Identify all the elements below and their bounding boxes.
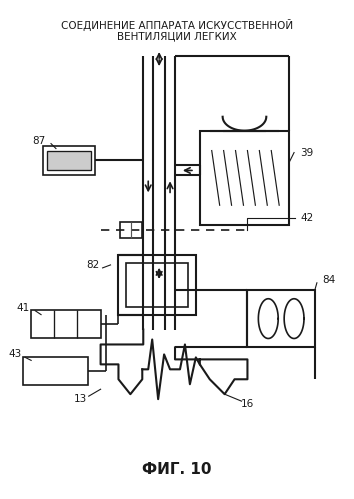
Text: 39: 39 (300, 148, 314, 158)
Text: 43: 43 (8, 349, 22, 359)
Text: 82: 82 (86, 260, 99, 270)
Bar (200, 131, 289, 225)
Bar (43, 146, 95, 176)
Bar (120, 222, 142, 238)
Bar (119, 255, 196, 315)
Bar (23, 357, 88, 385)
Bar (47, 151, 91, 171)
Text: 41: 41 (17, 303, 30, 313)
Bar (31, 310, 101, 337)
Text: 87: 87 (33, 136, 46, 146)
Text: ВЕНТИЛЯЦИИ ЛЕГКИХ: ВЕНТИЛЯЦИИ ЛЕГКИХ (117, 31, 237, 41)
Text: 16: 16 (241, 399, 254, 409)
Bar (247, 290, 315, 347)
Text: ФИГ. 10: ФИГ. 10 (142, 462, 212, 477)
Text: СОЕДИНЕНИЕ АППАРАТА ИСКУССТВЕННОЙ: СОЕДИНЕНИЕ АППАРАТА ИСКУССТВЕННОЙ (61, 19, 293, 31)
Text: 13: 13 (74, 394, 87, 404)
Text: 42: 42 (300, 213, 314, 223)
Bar (126, 263, 188, 307)
Text: 84: 84 (322, 275, 336, 285)
